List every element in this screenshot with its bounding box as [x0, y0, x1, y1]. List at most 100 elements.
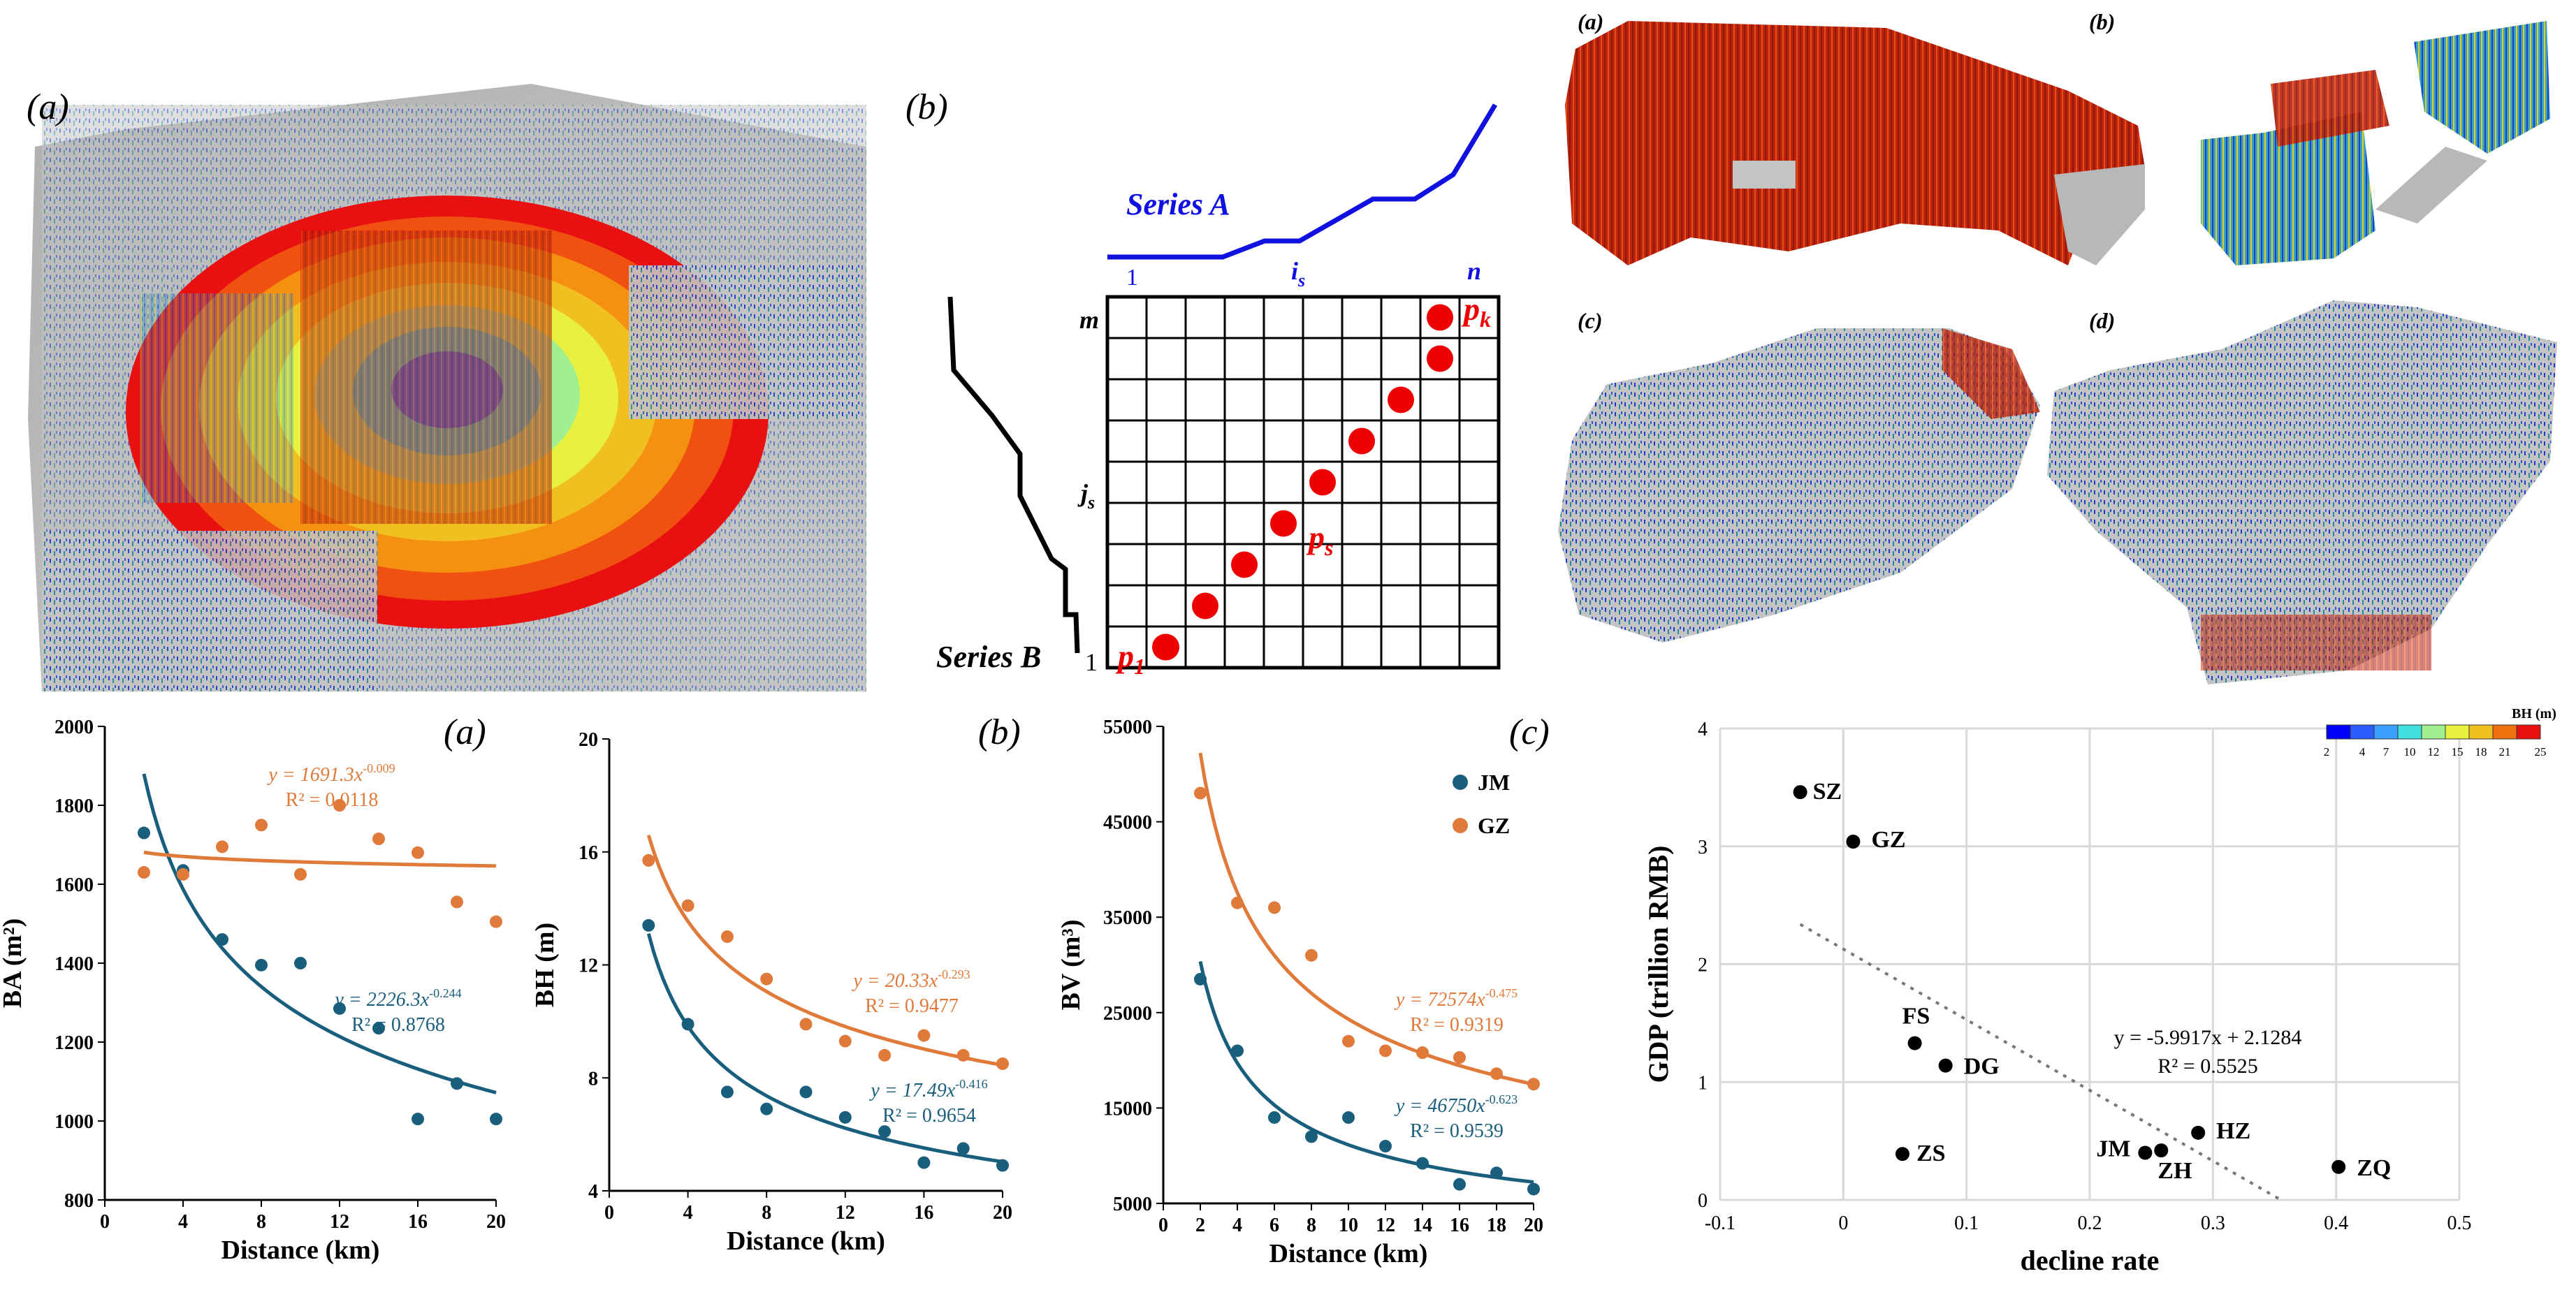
data-point-jm	[681, 1018, 694, 1031]
dtw-side-label-m: m	[1079, 306, 1099, 334]
data-point-zh	[2154, 1143, 2169, 1158]
data-point-gz	[1416, 1046, 1429, 1060]
y-tick-label: 2	[1698, 955, 1708, 976]
fit-curve-jm	[142, 773, 497, 1094]
x-tick-label: 16	[1450, 1215, 1469, 1236]
data-point-gz	[177, 867, 189, 881]
data-point-jm	[451, 1077, 463, 1090]
bh-legend-swatch	[2326, 724, 2351, 740]
data-point-gz	[490, 915, 502, 928]
data-point-jm	[372, 1022, 385, 1035]
x-tick-label: 12	[330, 1211, 349, 1233]
trend-line	[1799, 923, 2282, 1201]
data-point-gz	[412, 846, 424, 859]
point-label-hz: HZ	[2216, 1118, 2250, 1144]
bh-legend-tick: 18	[2475, 745, 2487, 759]
data-point-gz	[216, 840, 228, 853]
data-point-jm	[255, 958, 268, 972]
data-point-jm	[838, 1111, 852, 1124]
data-point-gz	[681, 899, 694, 912]
panel-letter-dtw-b: (b)	[905, 87, 948, 127]
data-point-fs	[1907, 1036, 1922, 1050]
data-point-gz	[333, 799, 346, 812]
data-point-gz	[996, 1057, 1009, 1071]
x-tick-label: 16	[914, 1202, 933, 1224]
point-label-fs: FS	[1902, 1004, 1930, 1029]
data-point-gz	[720, 930, 734, 944]
fit-r2-jm: R² = 0.9654	[882, 1105, 976, 1127]
bh-legend-tick: 25	[2535, 745, 2547, 759]
fit-equation-gz: y = 20.33x-0.293	[851, 967, 970, 992]
y-tick-label: 1000	[54, 1111, 94, 1133]
data-point-jm	[799, 1085, 813, 1099]
data-point-jm	[216, 933, 228, 946]
dtw-top-label-is: is	[1291, 257, 1305, 291]
fit-r2-gz: R² = 0.9477	[865, 995, 959, 1017]
x-tick-label: 6	[1269, 1215, 1279, 1236]
x-tick-label: 0.1	[1954, 1212, 1979, 1234]
y-axis-label: GDP (trillion RMB)	[1643, 846, 1674, 1083]
y-tick-label: 2000	[54, 717, 94, 738]
data-point-jm	[138, 826, 150, 840]
data-point-jm	[1305, 1130, 1318, 1143]
map-a-shape	[1565, 21, 2145, 265]
y-tick-label: 25000	[1103, 1003, 1152, 1025]
dtw-path-point	[1231, 551, 1258, 578]
data-point-gz	[1846, 835, 1861, 849]
data-point-gz	[956, 1048, 970, 1062]
bh-legend-tick: 4	[2359, 745, 2366, 759]
bh-legend-swatch	[2468, 724, 2494, 740]
dtw-path-point	[1192, 592, 1218, 620]
bh-legend-tick: 7	[2383, 745, 2389, 759]
y-tick-label: 1600	[54, 874, 94, 896]
data-point-jm	[996, 1159, 1009, 1172]
data-point-gz	[138, 866, 150, 879]
x-tick-label: 16	[408, 1211, 428, 1233]
y-tick-label: 1800	[54, 796, 94, 817]
fit-curve-gz	[143, 850, 497, 868]
data-point-jm	[1379, 1140, 1392, 1153]
fit-equation-gz: y = 72574x-0.475	[1394, 986, 1518, 1011]
data-point-jm	[1453, 1178, 1466, 1191]
data-point-jm	[1268, 1111, 1281, 1124]
data-point-jm	[878, 1125, 892, 1138]
x-tick-label: 14	[1413, 1215, 1432, 1236]
data-point-zs	[1895, 1147, 1909, 1162]
y-tick-label: 1200	[54, 1032, 94, 1054]
data-point-sz	[1793, 785, 1807, 800]
bh-legend-tick: 21	[2499, 745, 2511, 759]
x-tick-label: 0	[604, 1202, 614, 1224]
x-tick-label: 8	[762, 1202, 771, 1224]
data-point-gz	[372, 833, 385, 846]
dtw-path-point	[1427, 345, 1453, 372]
legend-label-gz: GZ	[1478, 813, 1510, 838]
chart-bv-vs-distance: 0 2 4 6 8 10 12 14 16 18 20 5000 15000 25000 35000 4500…	[1056, 717, 1543, 1268]
bh-color-legend: BH (m) 2 4 7 10 12 15 18 21 25	[2324, 706, 2556, 759]
legend-marker-jm	[1453, 775, 1468, 790]
data-point-gz	[760, 972, 773, 985]
panel-letter-chart-b: (b)	[978, 712, 1021, 752]
buffer-rings-illustration	[28, 84, 866, 691]
point-label-gz: GZ	[1871, 827, 1905, 853]
x-tick-label: 12	[1376, 1215, 1395, 1236]
x-tick-label: 2	[1195, 1215, 1205, 1236]
bh-legend-swatch	[2373, 724, 2399, 740]
x-tick-label: 0.5	[2447, 1212, 2472, 1234]
bh-legend-tick: 15	[2452, 745, 2464, 759]
series-b-label: Series B	[936, 640, 1041, 674]
x-axis-label: Distance (km)	[727, 1226, 885, 1256]
panel-letter-map-a: (a)	[1578, 9, 1603, 34]
data-point-jm	[333, 1002, 346, 1015]
x-tick-label: 0	[1838, 1212, 1848, 1234]
y-tick-label: 4	[1698, 719, 1708, 740]
data-point-gz	[1379, 1044, 1392, 1057]
dtw-diagram: Series A 1 is n Series B m js 1 p1 ps pk	[936, 103, 1501, 679]
data-point-gz	[1231, 896, 1244, 909]
trend-equation: y = -5.9917x + 2.1284	[2114, 1026, 2302, 1049]
data-point-gz	[1194, 786, 1207, 800]
y-tick-label: 0	[1698, 1190, 1708, 1212]
data-point-zq	[2331, 1159, 2346, 1174]
x-tick-label: 0.2	[2078, 1212, 2102, 1234]
y-axis-label: BA (m²)	[0, 918, 27, 1009]
x-tick-label: 12	[836, 1202, 855, 1224]
